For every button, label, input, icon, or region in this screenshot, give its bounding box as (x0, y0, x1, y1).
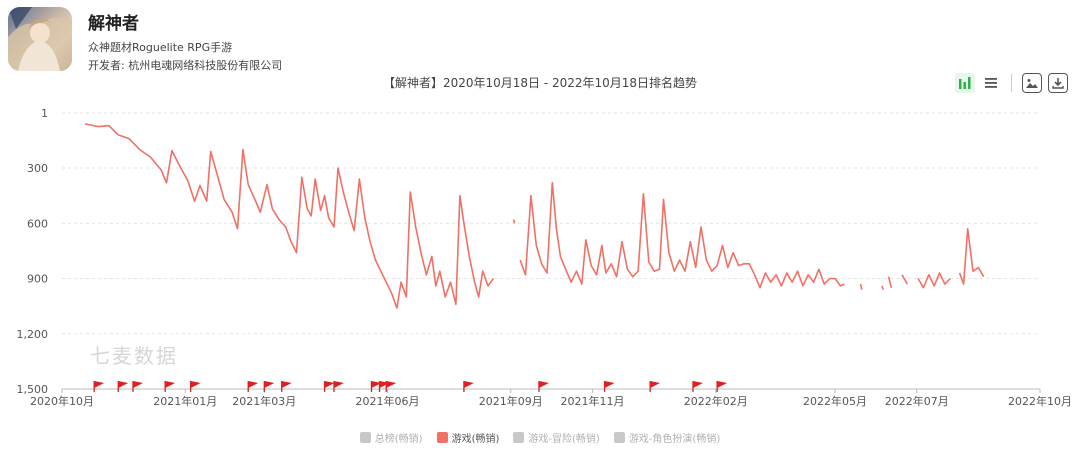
app-icon (8, 7, 72, 71)
watermark: 七麦数据 (90, 344, 178, 368)
event-flag (164, 381, 176, 392)
x-tick-label: 2021年11月 (561, 394, 625, 408)
series-line-segment (958, 228, 985, 285)
event-flag (281, 381, 292, 392)
chart-legend: 总榜(畅销) 游戏(畅销) 游戏-冒险(畅销) 游戏-角色扮演(畅销) (0, 430, 1080, 445)
y-tick-label: 1,200 (17, 328, 49, 341)
app-genre: 众神题材Roguelite RPG手游 (88, 41, 233, 54)
event-flags (93, 381, 728, 392)
event-flag (247, 381, 259, 392)
event-flag (189, 381, 201, 392)
event-flag (463, 381, 474, 392)
x-tick-label: 2022年07月 (885, 394, 949, 408)
series-line-segment (859, 283, 863, 290)
legend-item[interactable]: 游戏-冒险(畅销) (513, 430, 600, 445)
y-tick-label: 900 (27, 273, 48, 286)
legend-swatch (613, 432, 625, 443)
event-flag (132, 381, 144, 392)
app-name: 解神者 (88, 14, 139, 34)
chart-toolbar (955, 73, 1068, 93)
list-icon[interactable] (981, 73, 1001, 93)
app-icon-artwork (8, 7, 72, 71)
event-flag (692, 381, 704, 392)
bar-chart-icon[interactable] (955, 73, 975, 93)
series-line-segment (917, 272, 951, 289)
app-developer: 开发者: 杭州电魂网络科技股份有限公司 (88, 59, 283, 72)
series-line-segment (901, 274, 909, 285)
legend-swatch (436, 432, 448, 443)
legend-label: 游戏-冒险(畅销) (528, 434, 600, 445)
event-flag (603, 381, 615, 392)
grid-lines (62, 112, 1040, 390)
event-flag (323, 381, 335, 392)
x-tick-label: 2022年05月 (803, 394, 867, 408)
series-lines (84, 123, 985, 309)
legend-label: 游戏(畅销) (451, 434, 500, 445)
event-flag (716, 381, 728, 392)
event-flag (385, 381, 397, 392)
y-tick-label: 600 (27, 217, 48, 230)
legend-label: 总榜(畅销) (374, 434, 423, 445)
series-line-segment (84, 123, 495, 309)
event-flag (263, 381, 275, 392)
y-tick-label: 1,500 (17, 383, 49, 396)
y-tick-label: 1 (41, 107, 48, 120)
download-icon[interactable] (1048, 73, 1068, 93)
x-tick-label: 2021年09月 (479, 394, 543, 408)
x-tick-label: 2021年01月 (153, 394, 217, 408)
legend-item[interactable]: 总榜(畅销) (359, 430, 423, 445)
legend-swatch (359, 432, 371, 443)
series-line-segment (881, 285, 885, 290)
event-flag (333, 381, 344, 392)
x-tick-label: 2022年10月 (1008, 394, 1072, 408)
series-line-segment (512, 219, 516, 224)
series-line-segment (519, 182, 845, 289)
series-line-segment (887, 276, 893, 288)
event-flag (93, 381, 105, 392)
toolbar-divider (1011, 74, 1012, 92)
x-tick-label: 2022年02月 (684, 394, 748, 408)
x-axis: 2020年10月 2021年01月 2021年03月 2021年06月 2021年09月… (30, 389, 1072, 408)
x-tick-label: 2021年03月 (232, 394, 296, 408)
event-flag (117, 381, 129, 392)
y-tick-label: 300 (27, 162, 48, 175)
x-tick-label: 2021年06月 (356, 394, 420, 408)
event-flag (649, 381, 661, 392)
legend-swatch (513, 432, 525, 443)
legend-item[interactable]: 游戏-角色扮演(畅销) (613, 430, 721, 445)
event-flag (538, 381, 549, 392)
image-icon[interactable] (1022, 73, 1042, 93)
legend-label: 游戏-角色扮演(畅销) (628, 434, 721, 445)
legend-item[interactable]: 游戏(畅销) (436, 430, 500, 445)
chart-title: 【解神者】2020年10月18日 - 2022年10月18日排名趋势 (382, 76, 698, 90)
x-tick-label: 2020年10月 (30, 394, 94, 408)
y-axis: 1 300 600 900 1,200 1,500 (17, 107, 49, 396)
